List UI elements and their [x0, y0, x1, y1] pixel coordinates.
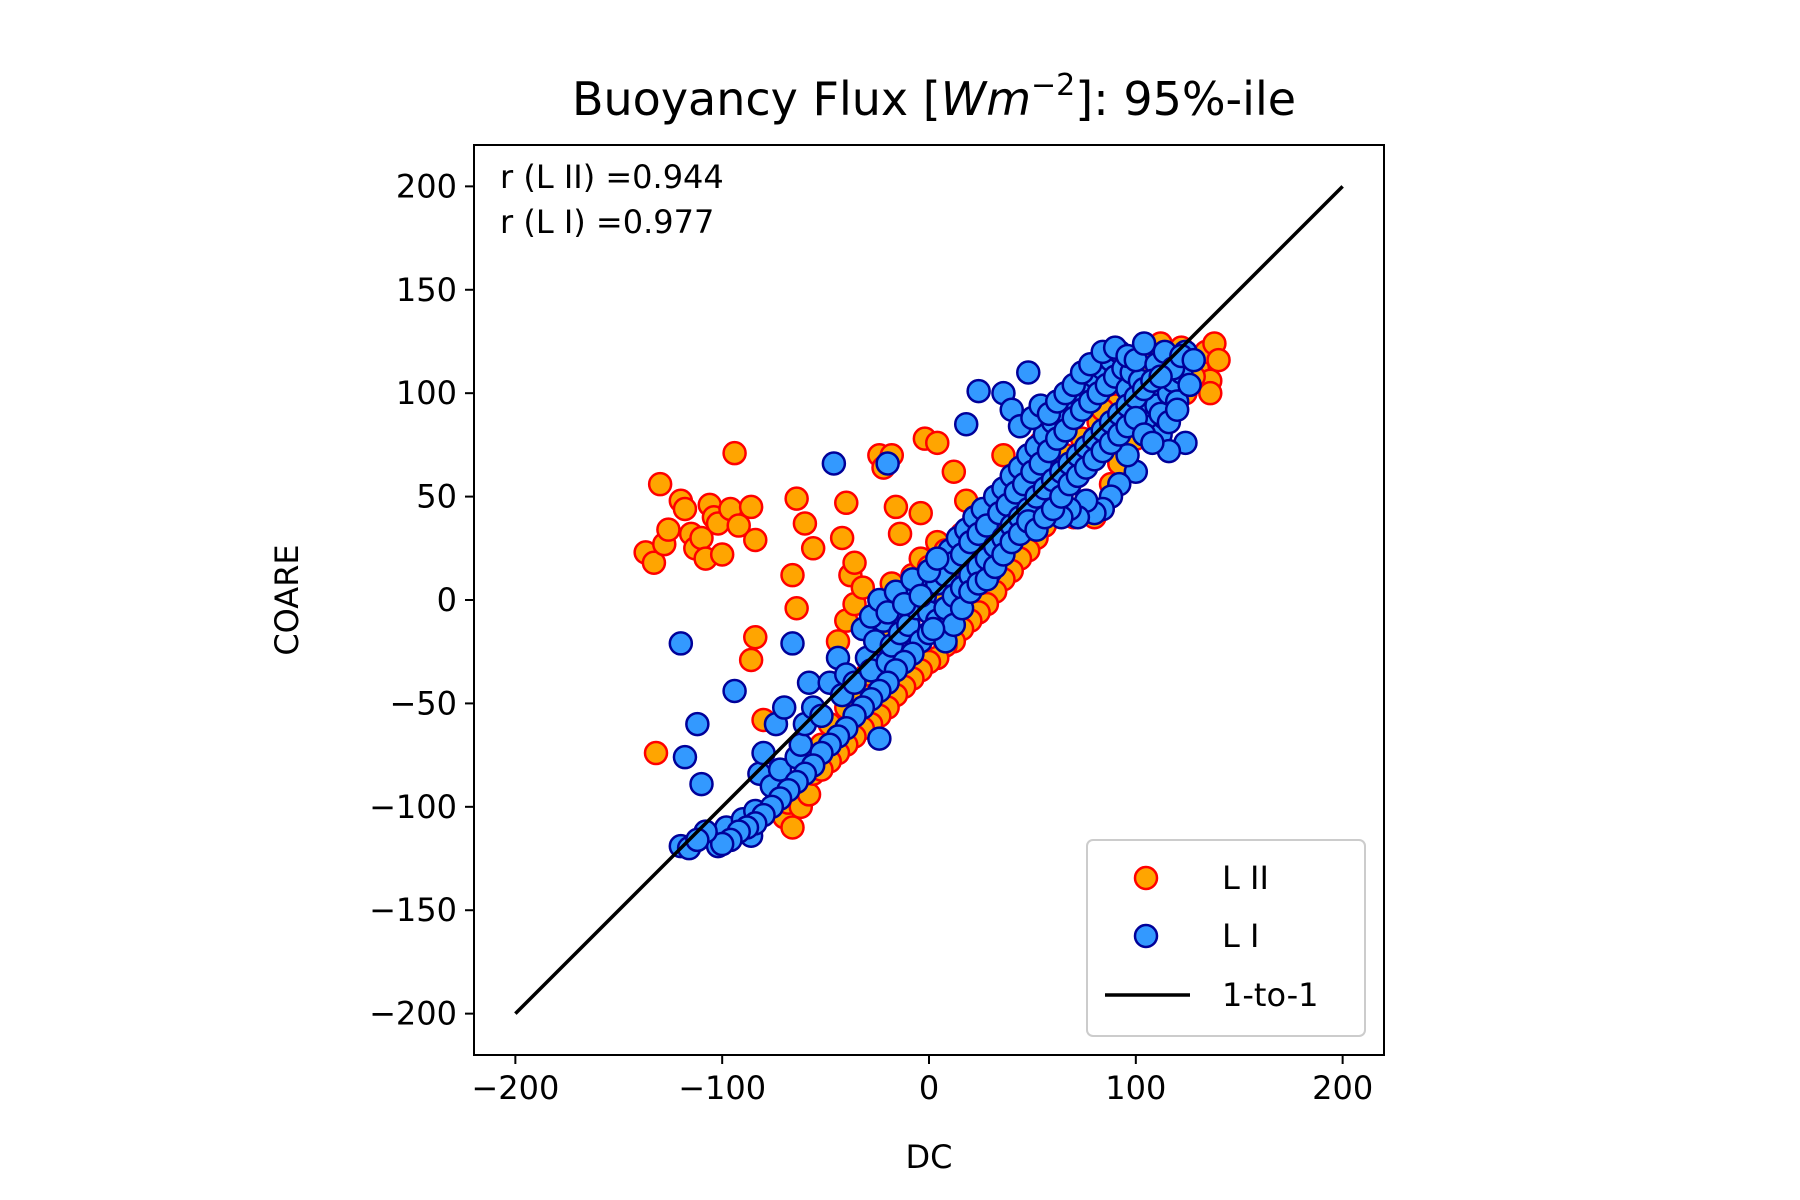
point-li: [1181, 347, 1206, 373]
point-lii: [834, 490, 859, 516]
point-lii: [850, 575, 876, 600]
point-li: [920, 616, 946, 642]
point-li: [875, 451, 900, 476]
point-li: [685, 711, 710, 737]
point-li: [1016, 360, 1041, 385]
point-li: [796, 670, 822, 695]
point-li: [966, 378, 991, 404]
point-li: [709, 831, 735, 857]
point-lii: [726, 513, 751, 538]
y-tick-label: −200: [369, 995, 457, 1033]
point-lii: [738, 647, 764, 673]
point-lii: [908, 500, 933, 526]
x-tick-label: 0: [919, 1069, 939, 1107]
point-lii: [800, 536, 826, 561]
point-li: [925, 546, 950, 571]
point-lii: [656, 517, 681, 542]
point-lii: [991, 442, 1016, 468]
point-li: [809, 703, 834, 729]
point-li: [767, 757, 793, 782]
point-lii: [722, 440, 747, 466]
point-lii: [643, 740, 669, 766]
y-tick-label: 0: [437, 581, 457, 619]
point-lii: [743, 624, 768, 650]
point-li: [1140, 430, 1165, 456]
point-li: [842, 670, 867, 695]
x-axis-label: DC: [906, 1138, 953, 1176]
point-lii: [1206, 347, 1231, 373]
point-lii: [780, 562, 805, 588]
point-lii: [738, 494, 764, 520]
point-li: [1148, 364, 1173, 389]
point-li: [908, 583, 933, 609]
point-li: [780, 631, 805, 656]
point-lii: [925, 430, 950, 456]
point-lii: [1198, 380, 1223, 406]
legend-marker-lii: [1133, 865, 1159, 891]
y-tick-label: 50: [416, 478, 457, 516]
point-lii: [842, 550, 867, 576]
point-lii: [784, 596, 809, 621]
point-li: [821, 451, 847, 476]
point-lii: [641, 550, 667, 576]
y-tick-label: −150: [369, 891, 457, 929]
y-tick-label: −50: [389, 684, 457, 722]
y-tick-label: 100: [396, 374, 457, 412]
point-lii: [647, 471, 673, 497]
point-li: [668, 631, 694, 656]
legend-marker-li: [1133, 923, 1159, 949]
point-lii: [709, 542, 735, 567]
point-li: [672, 744, 698, 770]
one-to-one-line: [514, 185, 1344, 1015]
point-lii: [743, 527, 768, 553]
y-tick-label: 200: [396, 167, 457, 205]
point-lii: [941, 459, 967, 485]
legend-label-lii: L II: [1222, 859, 1269, 897]
point-li: [722, 678, 747, 704]
y-tick-label: 150: [396, 271, 457, 309]
legend-label-1to1: 1-to-1: [1222, 976, 1319, 1014]
point-li: [953, 411, 979, 437]
legend: L II L I 1-to-1: [1086, 839, 1366, 1037]
point-li: [751, 740, 776, 766]
point-li: [685, 827, 710, 853]
annotation-r-lii: r (L II) =0.944: [500, 158, 724, 196]
point-li: [1177, 372, 1202, 398]
x-tick-label: 200: [1312, 1069, 1373, 1107]
point-li: [1115, 442, 1140, 468]
annotation-r-li: r (L I) =0.977: [500, 203, 714, 241]
point-lii: [780, 815, 805, 840]
point-li: [1164, 397, 1190, 422]
point-li: [867, 726, 892, 751]
x-tick-label: −100: [678, 1069, 766, 1107]
point-li: [689, 771, 714, 797]
point-lii: [829, 525, 855, 551]
legend-box: [1086, 839, 1366, 1037]
y-axis-label: COARE: [268, 544, 306, 655]
legend-label-li: L I: [1222, 917, 1259, 955]
point-li: [771, 695, 797, 720]
point-lii: [792, 511, 818, 536]
y-tick-label: −100: [369, 788, 457, 826]
point-lii: [672, 496, 698, 522]
x-tick-label: −200: [471, 1069, 559, 1107]
point-li: [1131, 331, 1157, 356]
point-lii: [883, 494, 909, 520]
point-lii: [887, 521, 913, 547]
chart-title: Buoyancy Flux [Wm−2]: 95%-ile: [572, 68, 1296, 126]
point-lii: [784, 486, 809, 511]
x-tick-label: 100: [1105, 1069, 1166, 1107]
